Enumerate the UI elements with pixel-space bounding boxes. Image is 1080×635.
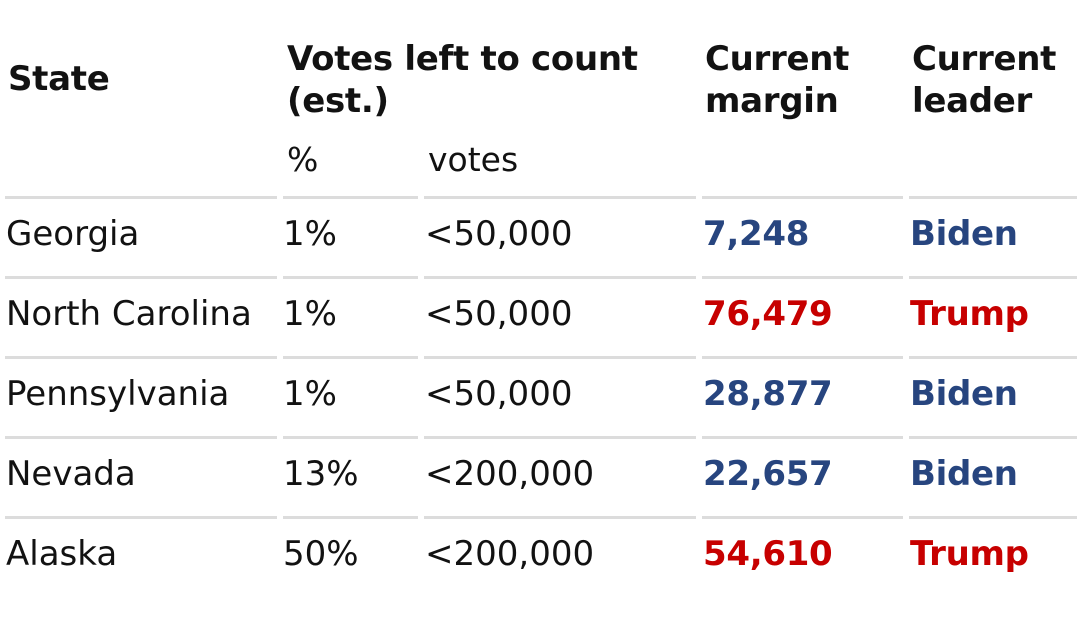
header-votes-left-line2: (est.) xyxy=(287,81,389,121)
row-divider xyxy=(702,276,903,279)
votes-left-count: <50,000 xyxy=(425,214,573,254)
header-current-margin-line1: Current xyxy=(705,39,850,79)
row-divider xyxy=(424,436,696,439)
table-row: Pennsylvania 1% <50,000 28,877 Biden xyxy=(0,356,1080,436)
row-divider xyxy=(702,516,903,519)
row-divider xyxy=(909,196,1077,199)
votes-left-percent: 50% xyxy=(283,534,359,574)
row-divider xyxy=(283,356,418,359)
current-margin: 76,479 xyxy=(703,294,833,334)
votes-left-count: <50,000 xyxy=(425,374,573,414)
header-current-leader-line1: Current xyxy=(912,39,1057,79)
row-divider xyxy=(909,356,1077,359)
votes-left-percent: 13% xyxy=(283,454,359,494)
row-divider xyxy=(283,196,418,199)
table-row: North Carolina 1% <50,000 76,479 Trump xyxy=(0,276,1080,356)
row-divider xyxy=(5,356,277,359)
row-divider xyxy=(5,196,277,199)
votes-left-count: <200,000 xyxy=(425,534,595,574)
row-divider xyxy=(702,196,903,199)
state-name: Pennsylvania xyxy=(6,374,230,414)
subheader-percent: % xyxy=(287,140,319,179)
table-row: Georgia 1% <50,000 7,248 Biden xyxy=(0,196,1080,276)
table-row: Nevada 13% <200,000 22,657 Biden xyxy=(0,436,1080,516)
row-divider xyxy=(909,276,1077,279)
subheader-votes: votes xyxy=(428,140,519,179)
state-name: North Carolina xyxy=(6,294,252,334)
row-divider xyxy=(424,356,696,359)
row-divider xyxy=(424,196,696,199)
row-divider xyxy=(424,516,696,519)
row-divider xyxy=(283,436,418,439)
header-state: State xyxy=(8,59,110,99)
current-leader: Trump xyxy=(910,534,1029,574)
state-name: Alaska xyxy=(6,534,118,574)
row-divider xyxy=(702,436,903,439)
header-votes-left-line1: Votes left to count xyxy=(287,39,638,79)
votes-left-percent: 1% xyxy=(283,294,337,334)
row-divider xyxy=(702,356,903,359)
row-divider xyxy=(909,516,1077,519)
row-divider xyxy=(5,436,277,439)
current-margin: 7,248 xyxy=(703,214,810,254)
votes-left-percent: 1% xyxy=(283,214,337,254)
row-divider xyxy=(283,516,418,519)
row-divider xyxy=(909,436,1077,439)
table-row: Alaska 50% <200,000 54,610 Trump xyxy=(0,516,1080,596)
current-margin: 28,877 xyxy=(703,374,833,414)
header-current-leader-line2: leader xyxy=(912,81,1033,121)
current-margin: 22,657 xyxy=(703,454,833,494)
row-divider xyxy=(424,276,696,279)
current-leader: Biden xyxy=(910,214,1018,254)
row-divider xyxy=(283,276,418,279)
state-name: Georgia xyxy=(6,214,140,254)
row-divider xyxy=(5,516,277,519)
header-current-margin-line2: margin xyxy=(705,81,839,121)
votes-left-count: <200,000 xyxy=(425,454,595,494)
current-leader: Biden xyxy=(910,374,1018,414)
row-divider xyxy=(5,276,277,279)
current-margin: 54,610 xyxy=(703,534,833,574)
current-leader: Trump xyxy=(910,294,1029,334)
state-name: Nevada xyxy=(6,454,136,494)
current-leader: Biden xyxy=(910,454,1018,494)
votes-left-percent: 1% xyxy=(283,374,337,414)
votes-left-count: <50,000 xyxy=(425,294,573,334)
